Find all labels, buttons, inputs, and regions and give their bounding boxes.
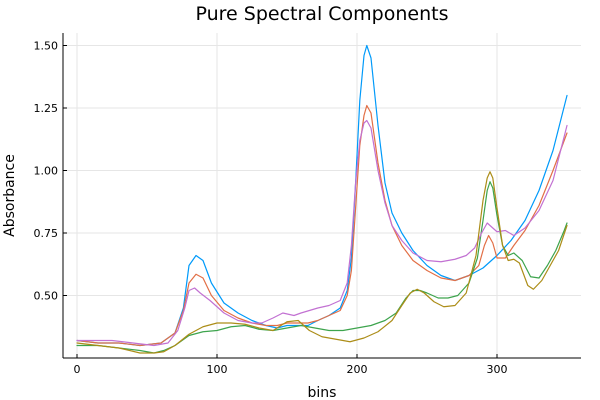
chart-title: Pure Spectral Components [196, 3, 449, 25]
grid [63, 33, 581, 358]
series-line-2 [76, 104, 568, 347]
y-tick-label: 1.00 [34, 165, 59, 178]
y-axis-label: Absorbance [2, 154, 18, 237]
x-tick-label: 0 [74, 363, 81, 376]
y-tick-label: 1.25 [34, 102, 59, 115]
series-line-4 [76, 119, 568, 347]
axes [62, 33, 581, 359]
series-line-5 [76, 171, 568, 354]
series-layer [76, 44, 568, 354]
x-tick-label: 300 [487, 363, 508, 376]
y-tick-label: 0.50 [34, 290, 59, 303]
series-line-3 [76, 181, 568, 354]
tick-labels: 0 100 200 300 0.50 0.75 1.00 1.25 1.50 [34, 40, 508, 377]
y-tick-label: 1.50 [34, 40, 59, 53]
x-axis-label: bins [308, 385, 337, 400]
x-tick-label: 200 [347, 363, 368, 376]
x-tick-label: 100 [207, 363, 228, 376]
y-tick-label: 0.75 [34, 227, 59, 240]
